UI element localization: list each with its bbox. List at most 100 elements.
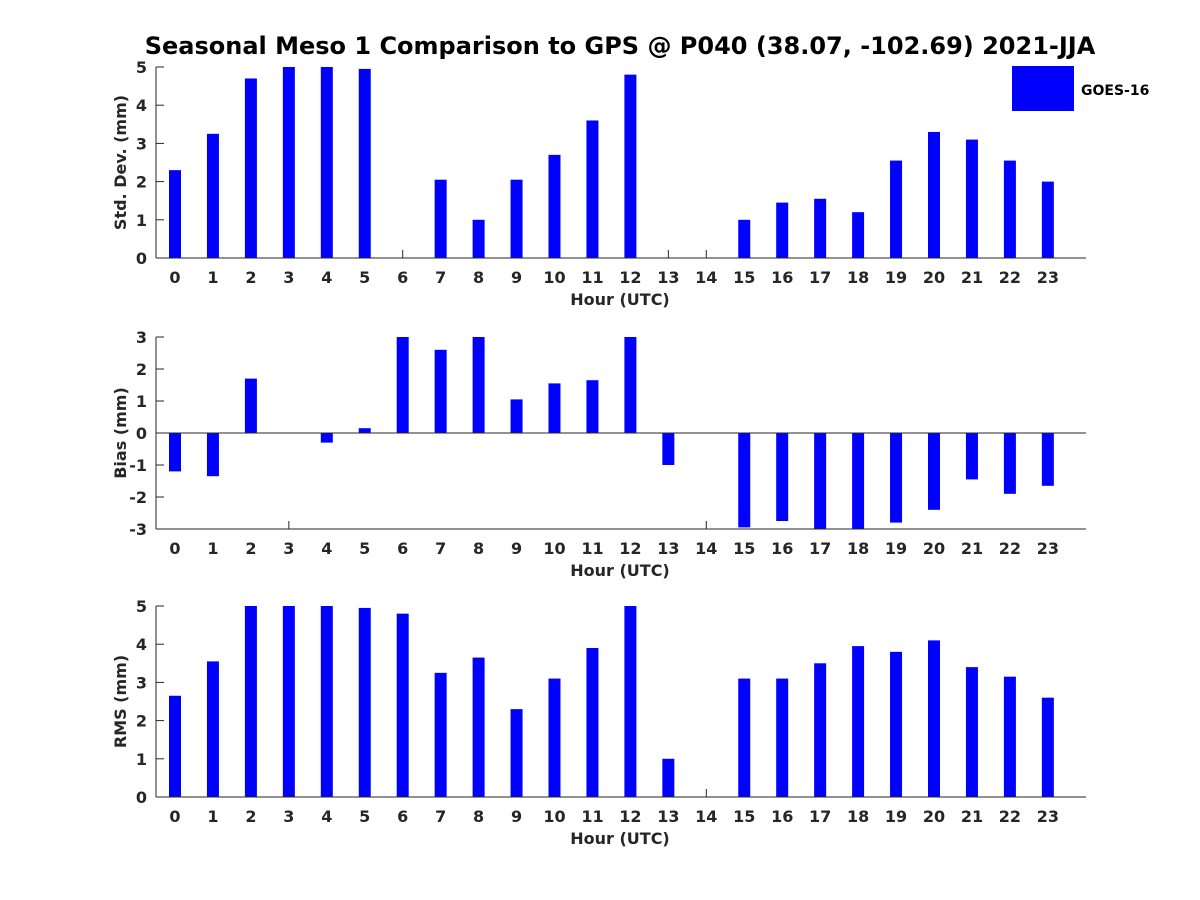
x-tick-label: 0 bbox=[169, 268, 180, 287]
x-tick-label: 21 bbox=[961, 807, 983, 826]
bar-std-15 bbox=[738, 219, 751, 258]
y-tick-label: 5 bbox=[136, 58, 147, 77]
bar-rms-19 bbox=[890, 651, 903, 797]
x-tick-label: 12 bbox=[619, 807, 641, 826]
bar-bias-4 bbox=[320, 433, 333, 443]
bar-std-10 bbox=[548, 154, 561, 258]
x-tick-label: 3 bbox=[283, 539, 294, 558]
x-tick-label: 16 bbox=[771, 539, 793, 558]
bar-std-16 bbox=[776, 202, 789, 258]
x-tick-label: 8 bbox=[473, 268, 484, 287]
bar-bias-22 bbox=[1003, 433, 1016, 494]
bar-std-3 bbox=[282, 67, 295, 258]
x-tick-label: 11 bbox=[581, 268, 603, 287]
x-tick-label: 15 bbox=[733, 268, 755, 287]
y-tick-label: 1 bbox=[136, 750, 147, 769]
y-tick-label: 4 bbox=[136, 635, 147, 654]
bar-bias-15 bbox=[738, 433, 751, 528]
x-tick-label: 13 bbox=[657, 807, 679, 826]
chart-title: Seasonal Meso 1 Comparison to GPS @ P040… bbox=[145, 32, 1096, 60]
bar-rms-21 bbox=[965, 667, 978, 797]
bar-std-2 bbox=[244, 78, 257, 259]
x-tick-label: 13 bbox=[657, 268, 679, 287]
x-tick-label: 22 bbox=[999, 807, 1021, 826]
x-tick-label: 0 bbox=[169, 807, 180, 826]
bar-rms-0 bbox=[169, 695, 181, 797]
x-tick-label: 1 bbox=[207, 539, 218, 558]
bar-rms-17 bbox=[814, 663, 827, 797]
bar-rms-18 bbox=[852, 646, 865, 797]
x-tick-label: 3 bbox=[283, 268, 294, 287]
bar-std-17 bbox=[814, 198, 827, 258]
x-tick-label: 14 bbox=[695, 539, 717, 558]
x-tick-label: 2 bbox=[245, 807, 256, 826]
x-tick-label: 17 bbox=[809, 539, 831, 558]
x-tick-label: 1 bbox=[207, 807, 218, 826]
bar-rms-5 bbox=[358, 607, 371, 797]
y-tick-label: 1 bbox=[136, 392, 147, 411]
x-tick-label: 23 bbox=[1037, 807, 1059, 826]
x-tick-label: 7 bbox=[435, 539, 446, 558]
bar-rms-20 bbox=[928, 640, 940, 797]
bar-std-4 bbox=[320, 67, 333, 258]
bar-rms-12 bbox=[624, 606, 637, 797]
y-tick-label: 0 bbox=[136, 788, 147, 807]
bar-bias-8 bbox=[472, 337, 485, 433]
bar-std-1 bbox=[206, 133, 219, 258]
x-tick-label: 17 bbox=[809, 268, 831, 287]
bar-std-8 bbox=[472, 219, 485, 258]
bar-bias-11 bbox=[586, 380, 599, 433]
bar-bias-9 bbox=[510, 399, 523, 433]
bar-bias-13 bbox=[662, 433, 675, 465]
legend: GOES-16 bbox=[1012, 66, 1149, 111]
y-tick-label: 3 bbox=[136, 328, 147, 347]
x-axis-label: Hour (UTC) bbox=[570, 561, 670, 580]
x-tick-label: 13 bbox=[657, 539, 679, 558]
x-tick-label: 16 bbox=[771, 268, 793, 287]
y-tick-label: -1 bbox=[129, 456, 147, 475]
bar-bias-1 bbox=[206, 433, 219, 477]
y-tick-label: -2 bbox=[129, 488, 147, 507]
y-tick-label: 2 bbox=[136, 712, 147, 731]
x-tick-label: 17 bbox=[809, 807, 831, 826]
x-tick-label: 4 bbox=[321, 539, 332, 558]
x-axis-label: Hour (UTC) bbox=[570, 290, 670, 309]
x-tick-label: 2 bbox=[245, 268, 256, 287]
y-tick-label: -3 bbox=[129, 520, 147, 539]
x-tick-label: 12 bbox=[619, 539, 641, 558]
bar-bias-20 bbox=[928, 433, 940, 510]
x-tick-label: 19 bbox=[885, 268, 907, 287]
bar-bias-19 bbox=[890, 433, 903, 523]
y-tick-label: 1 bbox=[136, 211, 147, 230]
bar-std-19 bbox=[890, 160, 903, 258]
x-tick-label: 21 bbox=[961, 539, 983, 558]
bar-rms-7 bbox=[434, 672, 447, 797]
legend-swatch bbox=[1012, 66, 1074, 111]
bar-rms-4 bbox=[320, 606, 333, 797]
bar-bias-18 bbox=[852, 433, 865, 529]
bar-std-12 bbox=[624, 74, 637, 258]
x-tick-label: 6 bbox=[397, 539, 408, 558]
y-axis-label: Std. Dev. (mm) bbox=[111, 95, 130, 230]
x-tick-label: 1 bbox=[207, 268, 218, 287]
x-tick-label: 14 bbox=[695, 807, 717, 826]
x-tick-label: 22 bbox=[999, 268, 1021, 287]
x-tick-label: 2 bbox=[245, 539, 256, 558]
legend-label: GOES-16 bbox=[1081, 83, 1149, 99]
x-tick-label: 9 bbox=[511, 807, 522, 826]
x-axis-label: Hour (UTC) bbox=[570, 829, 670, 848]
x-tick-label: 23 bbox=[1037, 268, 1059, 287]
x-tick-label: 19 bbox=[885, 807, 907, 826]
x-tick-label: 19 bbox=[885, 539, 907, 558]
x-tick-label: 18 bbox=[847, 539, 869, 558]
x-tick-label: 18 bbox=[847, 807, 869, 826]
bar-std-21 bbox=[965, 139, 978, 258]
bar-bias-23 bbox=[1041, 433, 1054, 486]
x-tick-label: 7 bbox=[435, 807, 446, 826]
bar-rms-9 bbox=[510, 709, 523, 797]
bar-std-18 bbox=[852, 212, 865, 258]
x-tick-label: 11 bbox=[581, 539, 603, 558]
x-tick-label: 21 bbox=[961, 268, 983, 287]
x-tick-label: 3 bbox=[283, 807, 294, 826]
